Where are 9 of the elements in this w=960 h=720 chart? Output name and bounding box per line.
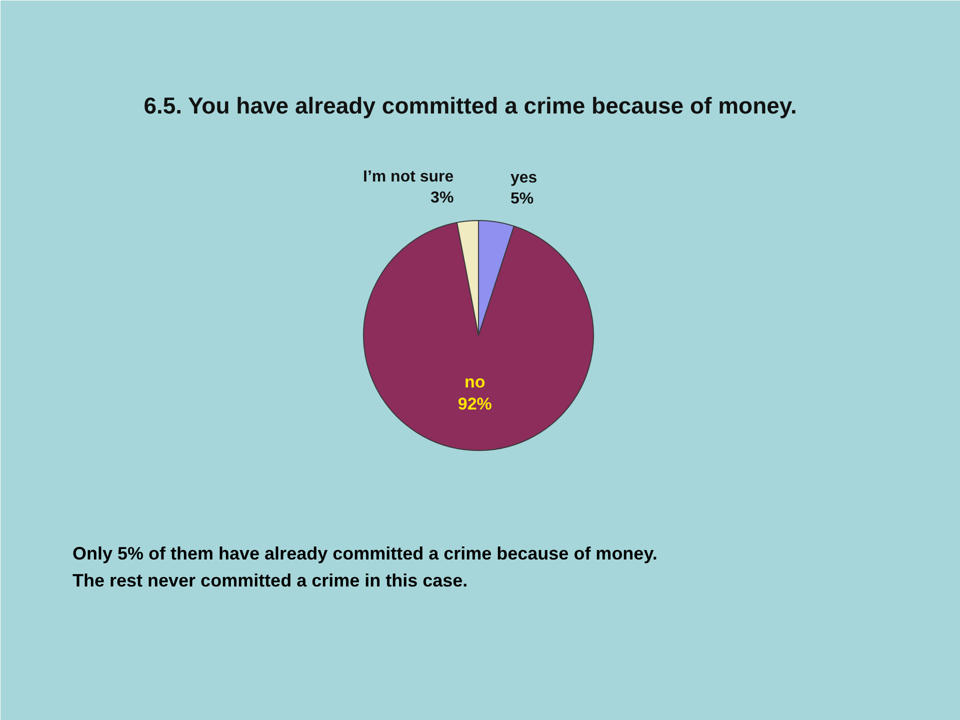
data-label: 3% [430,190,454,207]
slice-label: yes [510,169,538,186]
data-label: 5% [510,190,534,208]
text: The rest never committed a crime in this case. [72,570,468,590]
text: Only 5% of them have already committed a crime because of money. [72,544,658,564]
slice-label: I’m not sure [363,168,454,186]
slice-label: no [464,372,486,392]
chart-title: 6.5. You have already committed a crime because of money. [144,92,797,118]
data-label: 92% [458,394,492,414]
